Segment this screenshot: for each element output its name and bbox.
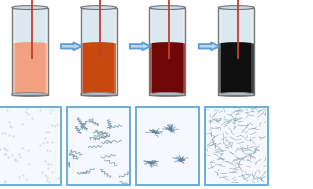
Bar bbox=[150, 8, 185, 94]
Bar bbox=[205, 107, 268, 185]
Ellipse shape bbox=[12, 42, 48, 46]
Bar bbox=[80, 8, 84, 94]
Bar bbox=[80, 8, 116, 94]
Bar bbox=[67, 107, 130, 185]
Ellipse shape bbox=[80, 6, 116, 9]
Ellipse shape bbox=[80, 42, 116, 46]
Bar bbox=[81, 44, 116, 94]
Bar bbox=[0, 107, 61, 185]
Bar bbox=[80, 8, 116, 94]
Ellipse shape bbox=[12, 6, 48, 9]
Bar bbox=[150, 8, 152, 94]
Ellipse shape bbox=[12, 93, 48, 96]
Bar bbox=[12, 8, 48, 94]
FancyArrow shape bbox=[199, 42, 219, 50]
Bar bbox=[251, 8, 254, 94]
Bar bbox=[114, 8, 116, 94]
Bar bbox=[150, 8, 185, 94]
FancyArrow shape bbox=[130, 42, 151, 50]
Ellipse shape bbox=[150, 6, 185, 9]
Ellipse shape bbox=[150, 42, 185, 46]
Bar bbox=[136, 107, 199, 185]
Bar bbox=[150, 44, 185, 94]
Ellipse shape bbox=[218, 6, 254, 9]
Bar bbox=[218, 8, 221, 94]
Ellipse shape bbox=[218, 42, 254, 46]
Bar bbox=[45, 8, 48, 94]
Bar bbox=[13, 44, 47, 94]
Ellipse shape bbox=[80, 93, 116, 96]
Ellipse shape bbox=[218, 93, 254, 96]
Bar bbox=[182, 8, 185, 94]
Bar bbox=[12, 8, 48, 94]
FancyArrow shape bbox=[61, 42, 82, 50]
Ellipse shape bbox=[150, 93, 185, 96]
Bar bbox=[219, 44, 254, 94]
Bar bbox=[12, 8, 15, 94]
Bar bbox=[218, 8, 254, 94]
Bar bbox=[218, 8, 254, 94]
